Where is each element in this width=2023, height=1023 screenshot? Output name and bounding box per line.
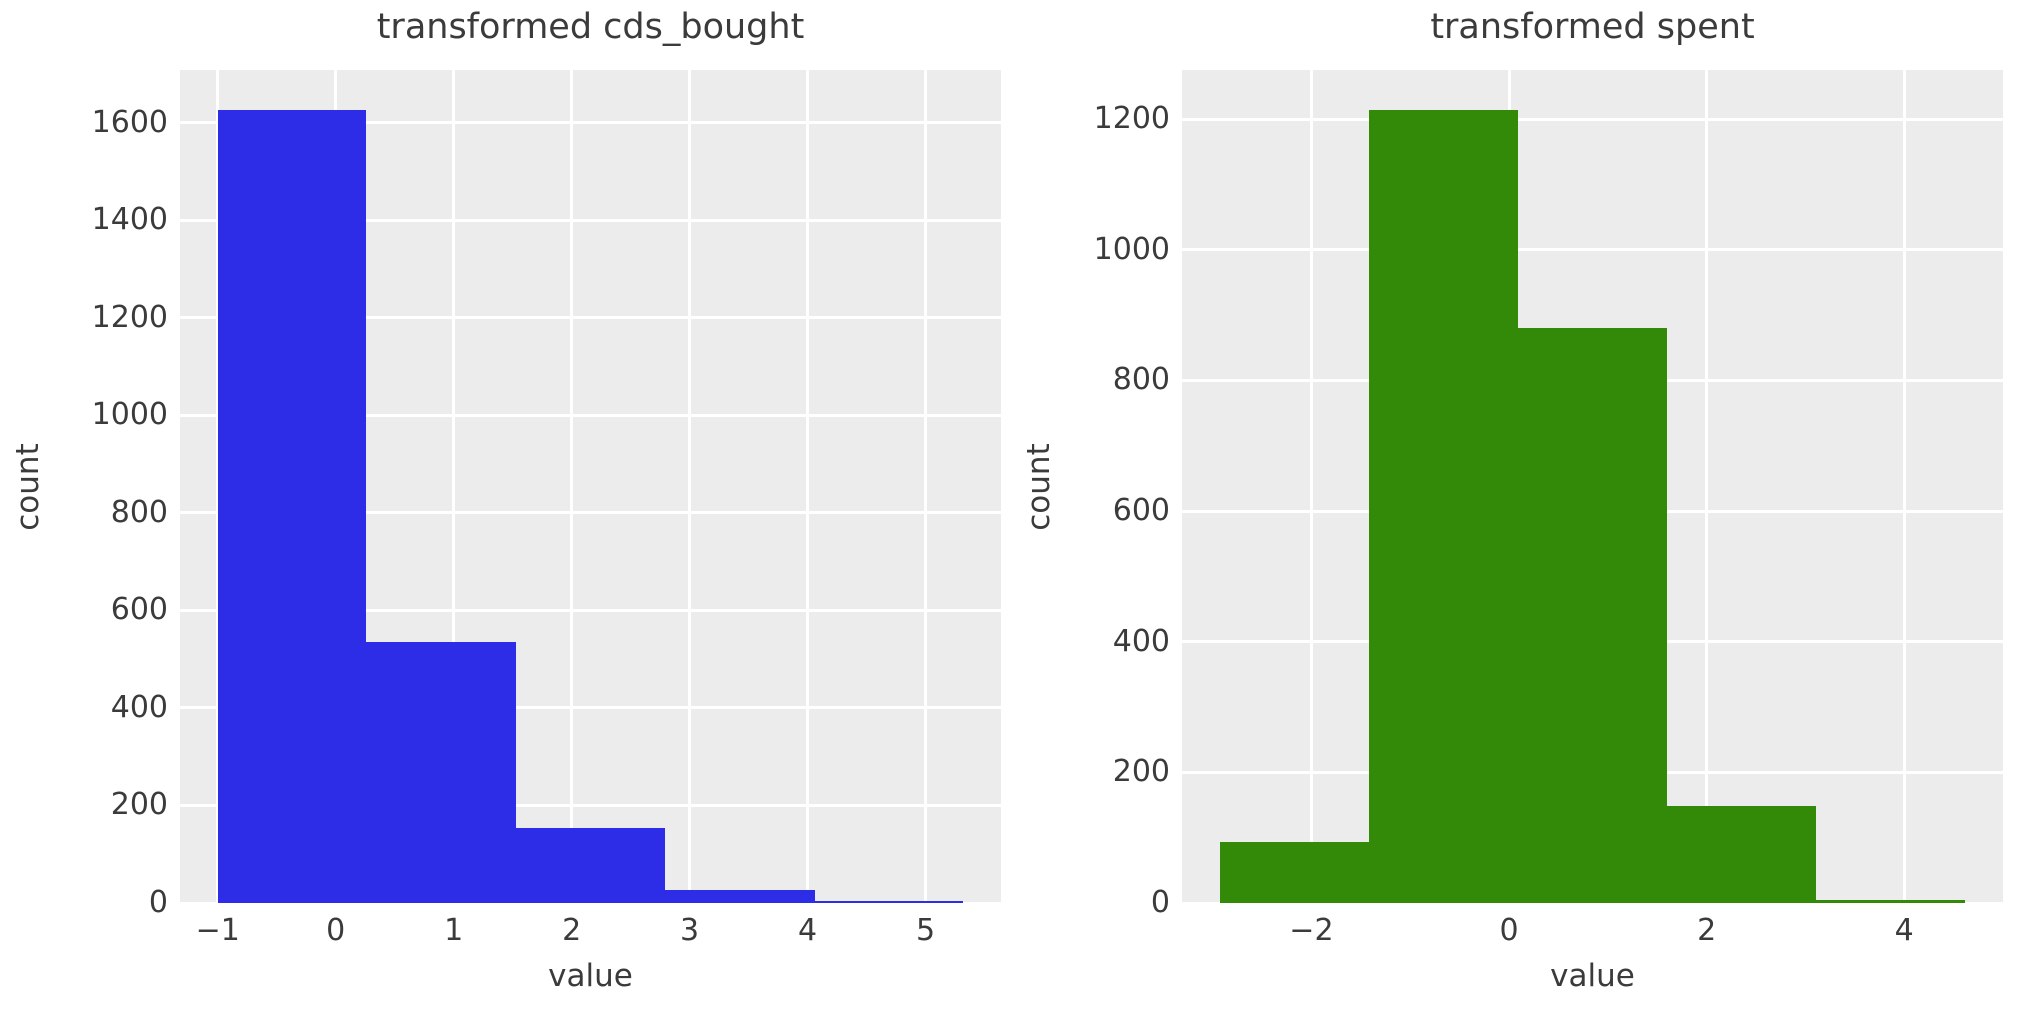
histogram-bar bbox=[217, 109, 367, 903]
y-gridline bbox=[180, 511, 1001, 515]
y-gridline bbox=[1182, 117, 2003, 121]
histogram-spent: transformed spent count value −2 0 2 4 0 200 4… bbox=[1011, 0, 2023, 1023]
histogram-bar bbox=[1219, 842, 1369, 903]
y-tick-label: 1600 bbox=[91, 104, 168, 140]
x-gridline bbox=[452, 70, 456, 903]
chart-title: transformed cds_bought bbox=[376, 7, 805, 47]
x-axis-label: value bbox=[548, 958, 633, 994]
x-gridline bbox=[806, 70, 810, 903]
y-gridline bbox=[180, 413, 1001, 417]
y-tick-label: 1000 bbox=[1093, 231, 1170, 267]
y-tick-label: 200 bbox=[1112, 754, 1170, 790]
y-tick-label: 200 bbox=[110, 787, 168, 823]
x-tick-label: −2 bbox=[1289, 913, 1334, 948]
y-gridline bbox=[180, 218, 1001, 222]
x-tick-label: 1 bbox=[444, 913, 464, 948]
histogram-cds-bought: transformed cds_bought count value −1 0 1 2… bbox=[0, 0, 1011, 1023]
x-gridline bbox=[924, 70, 927, 903]
y-tick-label: 0 bbox=[148, 884, 168, 920]
y-tick-label: 600 bbox=[110, 592, 168, 628]
y-tick-label: 400 bbox=[110, 689, 168, 725]
y-gridline bbox=[180, 803, 1001, 807]
x-tick-label: 5 bbox=[915, 913, 936, 948]
y-tick-label: 1400 bbox=[91, 202, 168, 238]
histogram-bar bbox=[1517, 328, 1668, 903]
y-tick-label: 0 bbox=[1150, 884, 1170, 920]
x-gridline bbox=[1705, 70, 1709, 903]
x-gridline bbox=[570, 70, 574, 903]
histogram-bar bbox=[516, 827, 665, 903]
y-tick-label: 1200 bbox=[91, 299, 168, 335]
y-tick-label: 1200 bbox=[1093, 100, 1170, 136]
x-tick-label: 4 bbox=[1894, 913, 1914, 948]
y-gridline bbox=[180, 121, 1001, 125]
x-tick-label: 0 bbox=[326, 913, 346, 948]
x-axis-label: value bbox=[1550, 958, 1635, 994]
histogram-bar bbox=[664, 889, 815, 903]
y-tick-label: 800 bbox=[110, 494, 168, 530]
x-gridline bbox=[688, 70, 692, 903]
y-gridline bbox=[1182, 901, 2003, 905]
x-gridline bbox=[1309, 70, 1313, 903]
x-tick-label: 0 bbox=[1499, 913, 1519, 948]
x-tick-label: 2 bbox=[562, 913, 582, 948]
histogram-bar bbox=[814, 900, 964, 903]
y-tick-label: 800 bbox=[1112, 362, 1170, 398]
x-tick-label: 2 bbox=[1697, 913, 1717, 948]
x-gridline bbox=[1902, 70, 1906, 903]
y-tick-label: 400 bbox=[1112, 623, 1170, 659]
y-gridline bbox=[1182, 248, 2003, 252]
y-tick-label: 1000 bbox=[91, 397, 168, 433]
x-tick-label: −1 bbox=[195, 913, 240, 948]
y-gridline bbox=[180, 608, 1001, 612]
histogram-bar bbox=[1368, 109, 1518, 903]
y-gridline bbox=[180, 706, 1001, 710]
chart-title: transformed spent bbox=[1430, 7, 1755, 47]
histogram-bar bbox=[1816, 899, 1966, 903]
x-tick-label: 4 bbox=[797, 913, 818, 948]
x-tick-label: 3 bbox=[680, 913, 700, 948]
y-tick-label: 600 bbox=[1112, 492, 1170, 528]
y-gridline bbox=[180, 901, 1001, 905]
y-gridline bbox=[180, 316, 1001, 320]
histogram-bar bbox=[366, 642, 517, 903]
histogram-bar bbox=[1667, 806, 1817, 903]
